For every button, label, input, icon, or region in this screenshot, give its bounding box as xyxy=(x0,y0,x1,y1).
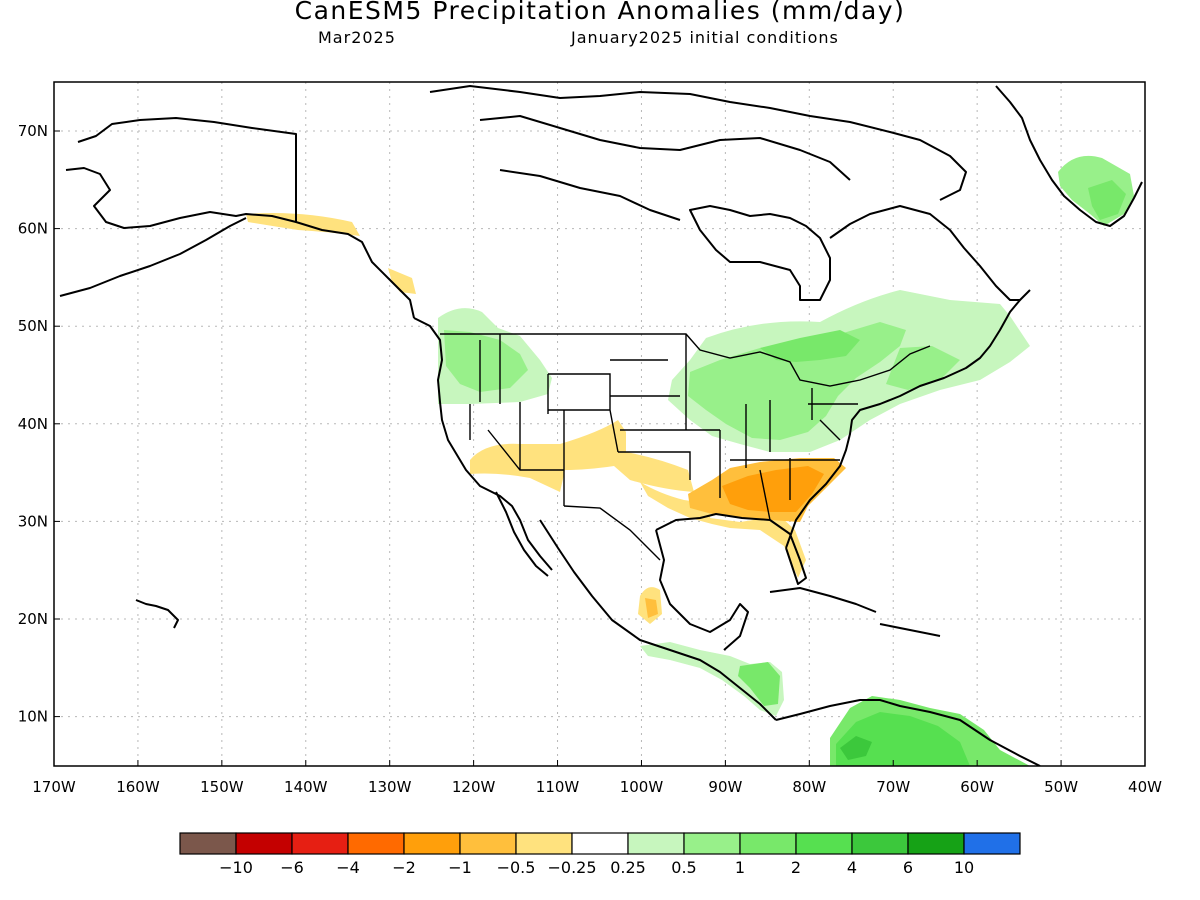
anomaly-dry-alaska-panhandle xyxy=(388,268,416,294)
colorbar-label: −0.25 xyxy=(547,858,596,877)
colorbar-label: −4 xyxy=(336,858,360,877)
lon-tick-label: 130W xyxy=(368,778,412,796)
anomaly-wet-central-america xyxy=(640,642,784,716)
lat-tick-label: 10N xyxy=(18,708,48,726)
colorbar-labels: −10 −6 −4 −2 −1 −0.5 −0.25 0.25 0.5 1 2 4 6 10 xyxy=(219,858,974,877)
anomaly-wet-northeast xyxy=(886,346,960,390)
lon-tick-label: 60W xyxy=(960,778,994,796)
colorbar-label: −1 xyxy=(448,858,472,877)
anomaly-dry-mexico-core xyxy=(645,598,658,618)
anomaly-wet-south-america-peak xyxy=(840,736,872,760)
political-borders xyxy=(440,333,931,561)
lon-tick-label: 170W xyxy=(32,778,76,796)
anomaly-wet-great-lakes xyxy=(688,322,906,440)
lat-tick-label: 70N xyxy=(18,122,48,140)
colorbar-label: 0.25 xyxy=(610,858,646,877)
lon-tick-label: 120W xyxy=(452,778,496,796)
lat-tick-label: 30N xyxy=(18,512,48,530)
colorbar-swatch xyxy=(515,832,573,855)
colorbar-label: −6 xyxy=(280,858,304,877)
longitude-axis: 170W 160W 150W 140W 130W 120W 110W 100W 90W 80W 70… xyxy=(32,760,1162,796)
anomaly-wet-central-america-core xyxy=(738,662,780,706)
colorbar-label: 6 xyxy=(903,858,913,877)
colorbar-swatch xyxy=(795,832,853,855)
lon-tick-label: 50W xyxy=(1044,778,1078,796)
lat-tick-label: 60N xyxy=(18,220,48,238)
map-frame xyxy=(53,81,1146,767)
colorbar-swatch xyxy=(683,832,741,855)
colorbar-label: 1 xyxy=(735,858,745,877)
colorbar-swatch xyxy=(403,832,461,855)
colorbar-swatch xyxy=(907,832,965,855)
colorbar-label: −0.5 xyxy=(497,858,536,877)
lon-tick-label: 40W xyxy=(1128,778,1162,796)
latitude-axis: 70N 60N 50N 40N 30N 20N 10N xyxy=(18,122,60,726)
colorbar-swatch xyxy=(347,832,405,855)
colorbar-label: 10 xyxy=(954,858,974,877)
lon-tick-label: 80W xyxy=(792,778,826,796)
initial-conditions: January2025 initial conditions xyxy=(571,28,839,47)
anomaly-wet-south-america-core xyxy=(836,712,970,766)
anomaly-wet-greenland-core xyxy=(1088,180,1126,220)
colorbar xyxy=(179,832,1021,855)
lon-tick-label: 150W xyxy=(200,778,244,796)
colorbar-swatch xyxy=(571,832,629,855)
colorbar-swatch xyxy=(459,832,517,855)
forecast-month: Mar2025 xyxy=(318,28,396,47)
lat-tick-label: 20N xyxy=(18,610,48,628)
colorbar-label: 2 xyxy=(791,858,801,877)
colorbar-label: −10 xyxy=(219,858,253,877)
colorbar-swatch xyxy=(963,832,1021,855)
map-title: CanESM5 Precipitation Anomalies (mm/day) xyxy=(294,0,906,25)
map-plot xyxy=(54,82,1145,766)
anomaly-wet-pacific-northwest-core xyxy=(444,330,528,392)
colorbar-swatch xyxy=(235,832,293,855)
lon-tick-label: 90W xyxy=(708,778,742,796)
lon-tick-label: 100W xyxy=(620,778,664,796)
anomaly-dry-southwest xyxy=(470,420,694,492)
colorbar-swatch xyxy=(179,832,237,855)
colorbar-swatch xyxy=(851,832,909,855)
map-gridlines xyxy=(54,82,1145,766)
colorbar-label: −2 xyxy=(392,858,416,877)
lat-tick-label: 40N xyxy=(18,415,48,433)
colorbar-label: 4 xyxy=(847,858,857,877)
anomaly-shading xyxy=(246,155,1134,766)
lon-tick-label: 70W xyxy=(876,778,910,796)
lon-tick-label: 160W xyxy=(116,778,160,796)
lon-tick-label: 140W xyxy=(284,778,328,796)
colorbar-label: 0.5 xyxy=(671,858,696,877)
colorbar-swatch xyxy=(291,832,349,855)
colorbar-swatch xyxy=(739,832,797,855)
lon-tick-label: 110W xyxy=(536,778,580,796)
anomaly-dry-southeast-core xyxy=(722,466,824,512)
anomaly-dry-gulf-coast xyxy=(640,482,806,578)
coastlines xyxy=(59,85,1143,766)
anomaly-wet-upper-midwest xyxy=(760,330,860,362)
lat-tick-label: 50N xyxy=(18,317,48,335)
colorbar-swatch xyxy=(627,832,685,855)
